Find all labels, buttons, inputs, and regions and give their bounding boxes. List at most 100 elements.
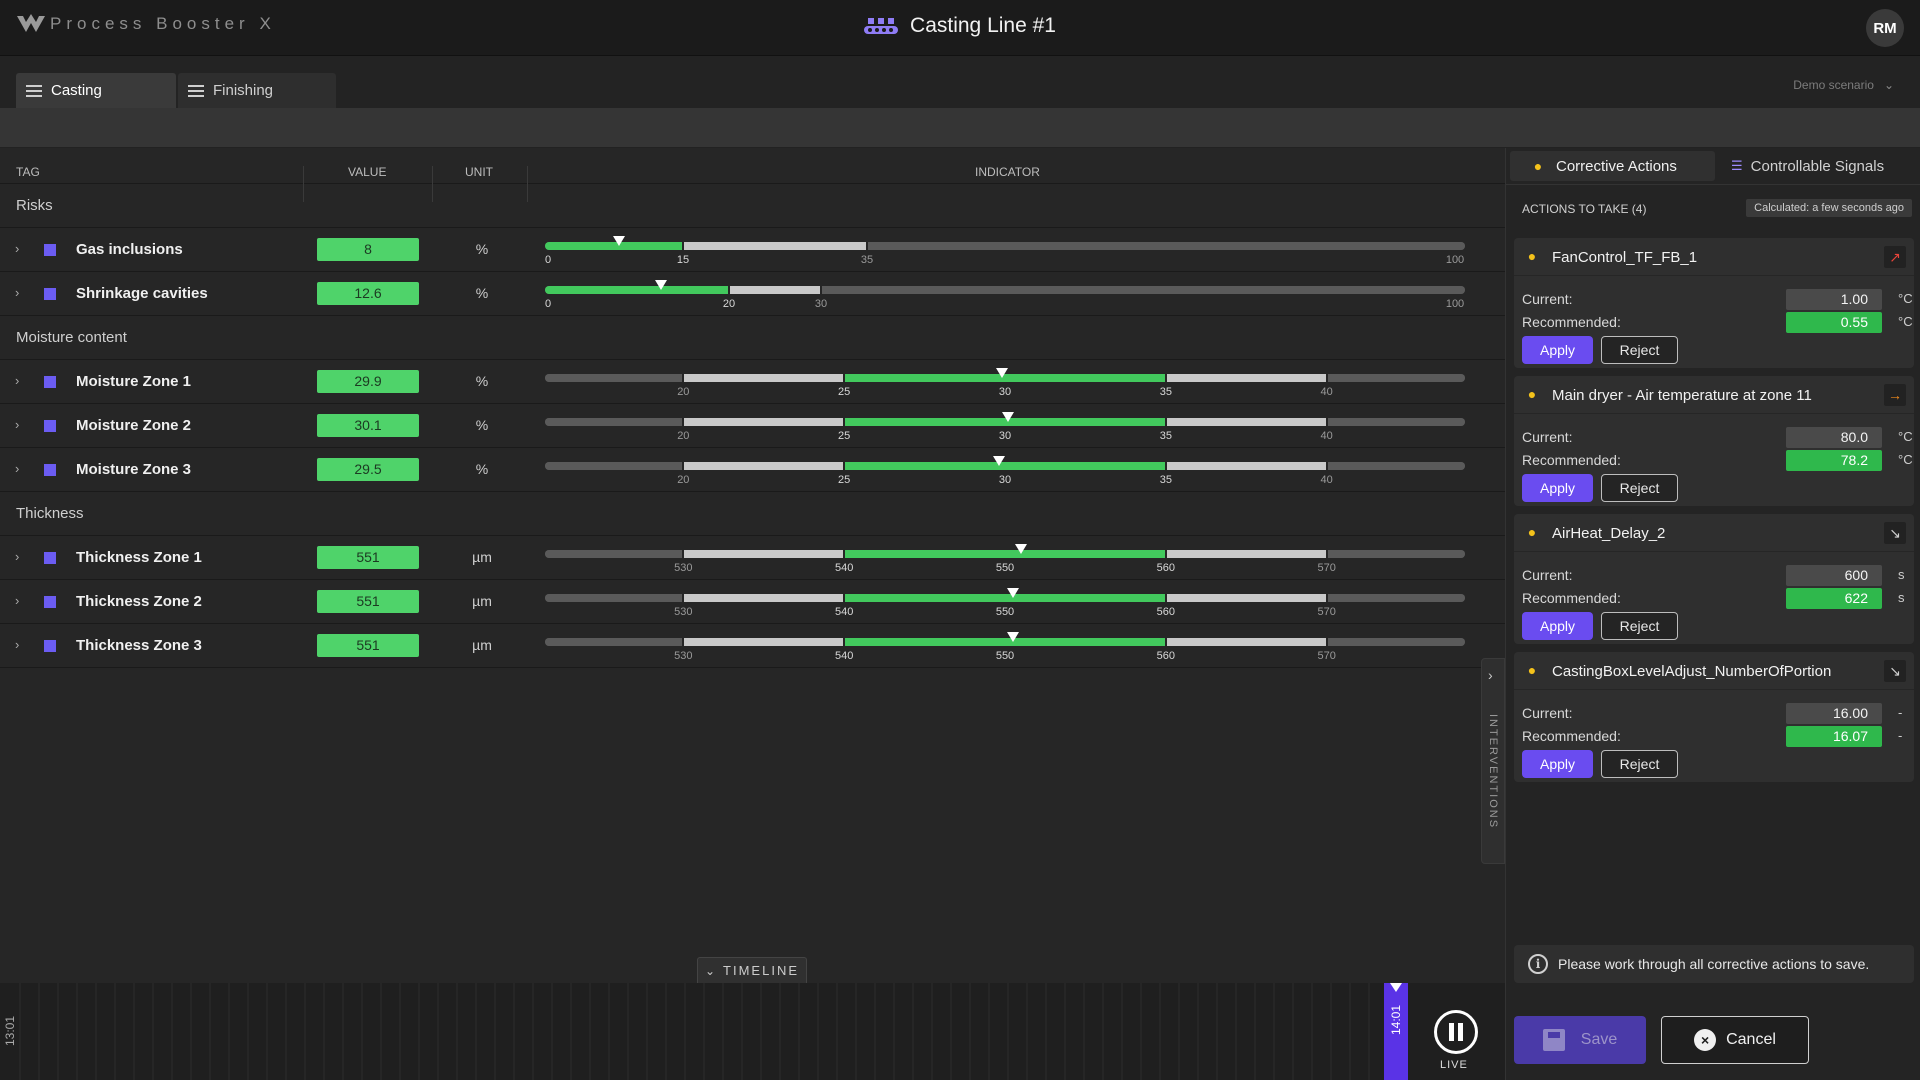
table-row[interactable]: › Moisture Zone 1 29.9% 20 25 30 35 40 bbox=[0, 360, 1505, 404]
interventions-handle[interactable]: › INTERVENTIONS bbox=[1481, 658, 1505, 864]
indicator-segment-bad bbox=[1326, 418, 1465, 426]
logo-icon bbox=[17, 14, 45, 32]
indicator-segment-bad bbox=[1326, 594, 1465, 602]
save-disk-icon bbox=[1542, 1029, 1565, 1051]
tag-color-swatch bbox=[44, 596, 56, 608]
indicator-segment-good bbox=[844, 462, 1166, 470]
segment-divider bbox=[682, 418, 685, 426]
group-header: Thickness bbox=[0, 492, 1505, 536]
app-logo[interactable]: Process Booster X bbox=[16, 14, 276, 34]
segment-divider bbox=[682, 242, 684, 250]
chevron-right-icon[interactable]: › bbox=[15, 241, 20, 256]
save-button[interactable]: Save bbox=[1514, 1016, 1646, 1064]
tag-color-swatch bbox=[44, 552, 56, 564]
action-name: AirHeat_Delay_2 bbox=[1552, 525, 1666, 542]
table-row[interactable]: › Thickness Zone 2 551 µm 530 540 550 560 570 bbox=[0, 580, 1505, 624]
apply-button[interactable]: Apply bbox=[1522, 750, 1593, 778]
user-avatar[interactable]: RM bbox=[1866, 9, 1904, 47]
chevron-right-icon[interactable]: › bbox=[15, 637, 20, 652]
indicator-tick-label: 30 bbox=[998, 474, 1012, 486]
segment-divider bbox=[682, 374, 685, 382]
segment-divider bbox=[843, 462, 846, 470]
col-divider bbox=[527, 166, 528, 202]
table-row[interactable]: › Thickness Zone 3 551 µm 530 540 550 560 570 bbox=[0, 624, 1505, 668]
indicator-segment-good bbox=[844, 550, 1166, 558]
scenario-select[interactable]: Demo scenario ⌄ bbox=[1793, 78, 1894, 92]
apply-button[interactable]: Apply bbox=[1522, 474, 1593, 502]
chevron-right-icon[interactable]: › bbox=[15, 417, 20, 432]
table-row[interactable]: › Shrinkage cavities 12.6% 0 20 30 100 bbox=[0, 272, 1505, 316]
reject-button[interactable]: Reject bbox=[1601, 750, 1678, 778]
indicator-segment-warn bbox=[1165, 418, 1327, 426]
indicator-tick-label: 25 bbox=[838, 386, 851, 398]
cancel-button[interactable]: × Cancel bbox=[1661, 1016, 1809, 1064]
tab-finishing[interactable]: Finishing bbox=[178, 73, 336, 108]
segment-divider bbox=[1325, 462, 1328, 470]
sub-toolbar bbox=[0, 108, 1920, 148]
table-row[interactable]: › Gas inclusions 8% 0 15 35 100 bbox=[0, 228, 1505, 272]
tag-name: Gas inclusions bbox=[76, 241, 183, 258]
timeline-track[interactable] bbox=[0, 983, 1505, 1080]
indicator-tick-label: 30 bbox=[814, 298, 828, 310]
timeline-label: TIMELINE bbox=[723, 963, 800, 978]
segment-divider bbox=[1325, 594, 1328, 602]
calculated-badge: Calculated: a few seconds ago bbox=[1746, 199, 1912, 217]
table-row[interactable]: › Moisture Zone 3 29.5% 20 25 30 35 40 bbox=[0, 448, 1505, 492]
reject-button[interactable]: Reject bbox=[1601, 336, 1678, 364]
lightbulb-icon: ● bbox=[1527, 248, 1537, 264]
col-divider bbox=[303, 166, 304, 202]
segment-divider bbox=[1164, 594, 1167, 602]
lightbulb-icon: ● bbox=[1533, 158, 1543, 174]
pause-button[interactable] bbox=[1434, 1010, 1478, 1054]
current-unit: - bbox=[1898, 705, 1903, 720]
tag-name: Shrinkage cavities bbox=[76, 285, 208, 302]
chevron-down-icon: ⌄ bbox=[1883, 78, 1894, 92]
timeline-toggle-button[interactable]: ⌄ TIMELINE bbox=[697, 957, 807, 983]
indicator-tick-label: 530 bbox=[674, 606, 693, 618]
reject-button[interactable]: Reject bbox=[1601, 474, 1678, 502]
casting-line-icon bbox=[864, 18, 899, 34]
chevron-down-icon: ⌄ bbox=[704, 963, 718, 978]
segment-divider bbox=[843, 638, 846, 646]
tab-controllable-signals[interactable]: ☰ Controllable Signals bbox=[1731, 151, 1884, 181]
segment-divider bbox=[1164, 550, 1167, 558]
segment-divider bbox=[1164, 638, 1167, 646]
indicator-tick-label: 40 bbox=[1320, 474, 1333, 486]
card-header: ● AirHeat_Delay_2 ↘ bbox=[1514, 514, 1914, 552]
indicator-tick-label: 570 bbox=[1317, 562, 1336, 574]
indicator-segment-warn bbox=[683, 638, 845, 646]
current-label: Current: bbox=[1522, 291, 1573, 307]
tab-casting[interactable]: Casting bbox=[16, 73, 176, 108]
tab-controllable-signals-label: Controllable Signals bbox=[1750, 157, 1885, 175]
indicator-segment-bad bbox=[545, 462, 684, 470]
recommended-value: 16.07 bbox=[1786, 726, 1882, 747]
indicator-tick-label: 560 bbox=[1156, 606, 1176, 618]
chevron-right-icon[interactable]: › bbox=[15, 593, 20, 608]
table-row[interactable]: › Thickness Zone 1 551 µm 530 540 550 560 570 bbox=[0, 536, 1505, 580]
current-value: 1.00 bbox=[1786, 289, 1882, 310]
tag-unit: µm bbox=[472, 593, 492, 609]
tag-value: 30.1 bbox=[317, 414, 419, 437]
chevron-right-icon[interactable]: › bbox=[15, 373, 20, 388]
indicator-segment-warn bbox=[1165, 594, 1327, 602]
indicator-segment-bad bbox=[1326, 638, 1465, 646]
chevron-right-icon[interactable]: › bbox=[15, 461, 20, 476]
apply-button[interactable]: Apply bbox=[1522, 612, 1593, 640]
indicator-segment-bad bbox=[545, 638, 684, 646]
tag-unit: % bbox=[475, 417, 489, 433]
timeline-current-marker[interactable]: 14:01 bbox=[1384, 983, 1408, 1080]
indicator-marker bbox=[1007, 588, 1020, 598]
chevron-right-icon[interactable]: › bbox=[15, 285, 20, 300]
indicator-segment-warn bbox=[1165, 550, 1327, 558]
tag-unit: % bbox=[475, 373, 489, 389]
tag-table: TAG VALUE UNIT INDICATOR Risks › Gas inclu… bbox=[0, 148, 1505, 983]
table-row[interactable]: › Moisture Zone 2 30.1% 20 25 30 35 40 bbox=[0, 404, 1505, 448]
tag-value: 29.9 bbox=[317, 370, 419, 393]
tag-value: 12.6 bbox=[317, 282, 419, 305]
tab-corrective-actions[interactable]: ● Corrective Actions bbox=[1510, 151, 1715, 181]
segment-divider bbox=[682, 594, 685, 602]
indicator-marker bbox=[995, 368, 1008, 378]
reject-button[interactable]: Reject bbox=[1601, 612, 1678, 640]
apply-button[interactable]: Apply bbox=[1522, 336, 1593, 364]
chevron-right-icon[interactable]: › bbox=[15, 549, 20, 564]
